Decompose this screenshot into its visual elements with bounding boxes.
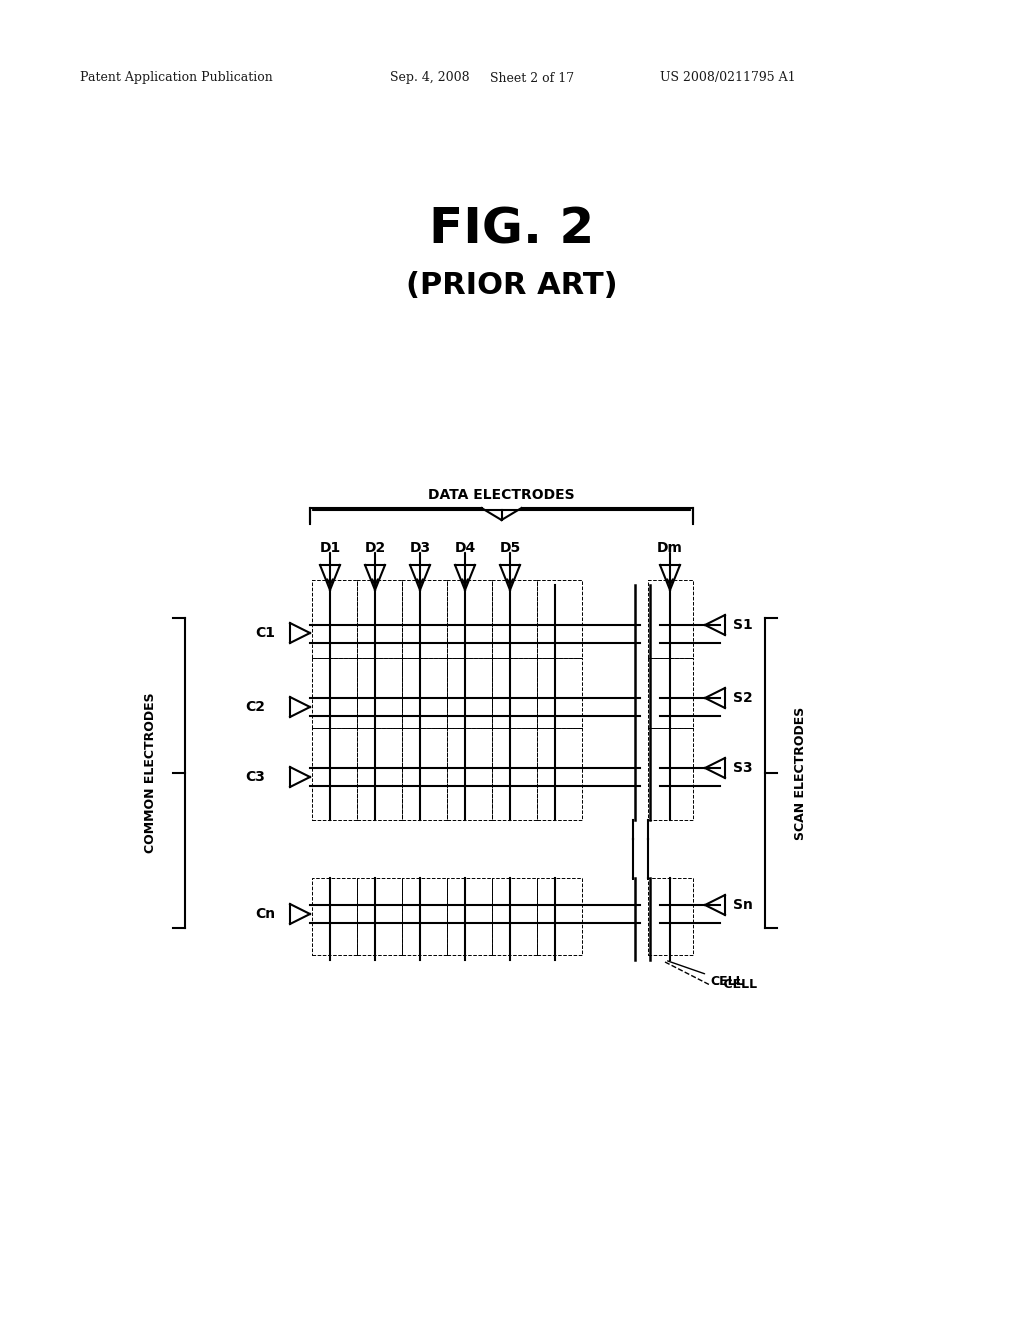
Text: US 2008/0211795 A1: US 2008/0211795 A1 (660, 71, 796, 84)
Text: D2: D2 (365, 541, 386, 554)
Bar (537, 729, 582, 820)
Bar (357, 729, 402, 820)
Text: S1: S1 (733, 618, 753, 632)
Text: - CELL: - CELL (714, 978, 757, 991)
Bar (492, 729, 537, 820)
Text: D5: D5 (500, 541, 520, 554)
Bar (492, 579, 537, 657)
Bar (447, 878, 492, 954)
Bar (312, 579, 357, 657)
Text: C3: C3 (245, 770, 265, 784)
Bar (648, 878, 693, 954)
Text: SCAN ELECTRODES: SCAN ELECTRODES (794, 706, 807, 840)
Bar (312, 729, 357, 820)
Bar (447, 729, 492, 820)
Bar (648, 657, 693, 729)
Text: FIG. 2: FIG. 2 (429, 206, 595, 253)
Bar (492, 878, 537, 954)
Text: D3: D3 (410, 541, 430, 554)
Bar (648, 729, 693, 820)
Text: D1: D1 (319, 541, 341, 554)
Text: DATA ELECTRODES: DATA ELECTRODES (428, 488, 574, 502)
Text: CELL: CELL (668, 961, 743, 987)
Text: Sn: Sn (733, 898, 753, 912)
Bar (447, 657, 492, 729)
Bar (402, 579, 447, 657)
Bar (402, 729, 447, 820)
Text: C2: C2 (245, 700, 265, 714)
Text: D4: D4 (455, 541, 475, 554)
Bar (648, 579, 693, 657)
Text: Cn: Cn (255, 907, 275, 921)
Text: Sheet 2 of 17: Sheet 2 of 17 (490, 71, 574, 84)
Text: S2: S2 (733, 690, 753, 705)
Text: Patent Application Publication: Patent Application Publication (80, 71, 272, 84)
Bar (312, 878, 357, 954)
Bar (402, 878, 447, 954)
Text: Sep. 4, 2008: Sep. 4, 2008 (390, 71, 470, 84)
Bar (447, 579, 492, 657)
Bar (357, 657, 402, 729)
Bar (312, 657, 357, 729)
Bar (537, 878, 582, 954)
Bar (537, 579, 582, 657)
Bar (357, 878, 402, 954)
Text: COMMON ELECTRODES: COMMON ELECTRODES (143, 693, 157, 853)
Bar (492, 657, 537, 729)
Bar (402, 657, 447, 729)
Bar (537, 657, 582, 729)
Bar (357, 579, 402, 657)
Text: (PRIOR ART): (PRIOR ART) (407, 271, 617, 300)
Text: C1: C1 (255, 626, 275, 640)
Text: S3: S3 (733, 762, 753, 775)
Text: Dm: Dm (657, 541, 683, 554)
